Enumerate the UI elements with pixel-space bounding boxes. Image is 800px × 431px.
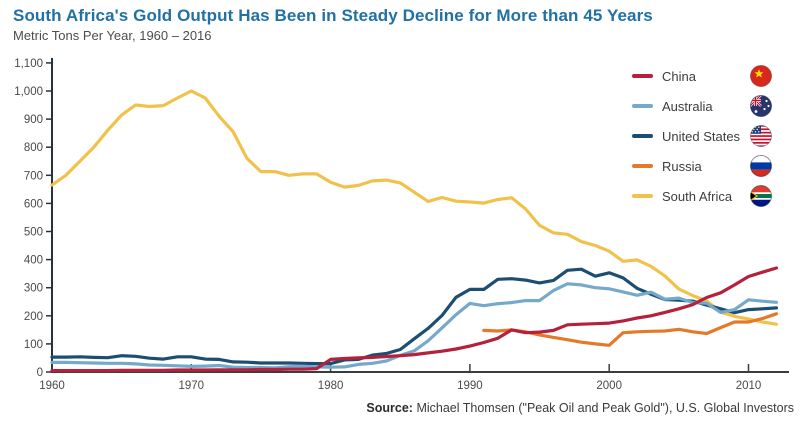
x-tick-label: 1960 [39,380,65,392]
y-tick-label: 600 [24,198,43,210]
source-prefix: Source: [366,401,413,415]
south-africa-flag-icon [750,185,772,207]
y-tick-label: 300 [24,283,43,295]
page-subtitle: Metric Tons Per Year, 1960 – 2016 [13,28,212,43]
united-states-flag-icon [750,125,772,147]
source-text: Michael Thomsen ("Peak Oil and Peak Gold… [412,401,794,415]
source-line: Source: Michael Thomsen ("Peak Oil and P… [366,401,794,415]
legend-item-russia: Russia [632,151,772,181]
y-tick-label: 500 [24,227,43,239]
legend-item-south-africa: South Africa [632,181,772,211]
legend-label: United States [662,128,741,144]
south-africa-line-swatch [632,194,653,198]
y-tick-label: 1,100 [14,58,43,70]
x-tick-label: 2010 [736,380,762,392]
australia-flag-icon [750,95,772,117]
line-china [50,266,779,373]
y-tick-label: 700 [24,170,43,182]
legend-label: Russia [662,158,702,174]
legend-label: South Africa [662,188,733,204]
x-tick-label: 1970 [179,380,205,392]
australia-line-swatch [632,104,653,108]
page-title: South Africa's Gold Output Has Been in S… [13,6,653,25]
legend-label: Australia [662,98,713,114]
china-line-swatch [632,74,653,78]
y-tick-label: 800 [24,142,43,154]
chart-legend: China Australia [632,61,772,211]
legend-item-united-states: United States [632,121,772,151]
y-tick-label: 200 [24,311,43,323]
y-tick-label: 900 [24,114,43,126]
x-tick-label: 2000 [596,380,622,392]
russia-flag-icon [750,155,772,177]
legend-item-australia: Australia [632,91,772,121]
russia-line-swatch [632,164,653,168]
y-tick-label: 100 [24,339,43,351]
legend-label: China [662,68,696,84]
x-tick-label: 1990 [457,380,483,392]
line-australia [50,282,779,370]
china-flag-icon [750,65,772,87]
y-tick-label: 0 [37,367,43,379]
line-south-africa [50,89,779,326]
x-tick-label: 1980 [318,380,344,392]
legend-item-china: China [632,61,772,91]
y-tick-label: 400 [24,255,43,267]
y-tick-label: 1,000 [14,86,43,98]
united-states-line-swatch [632,134,653,138]
